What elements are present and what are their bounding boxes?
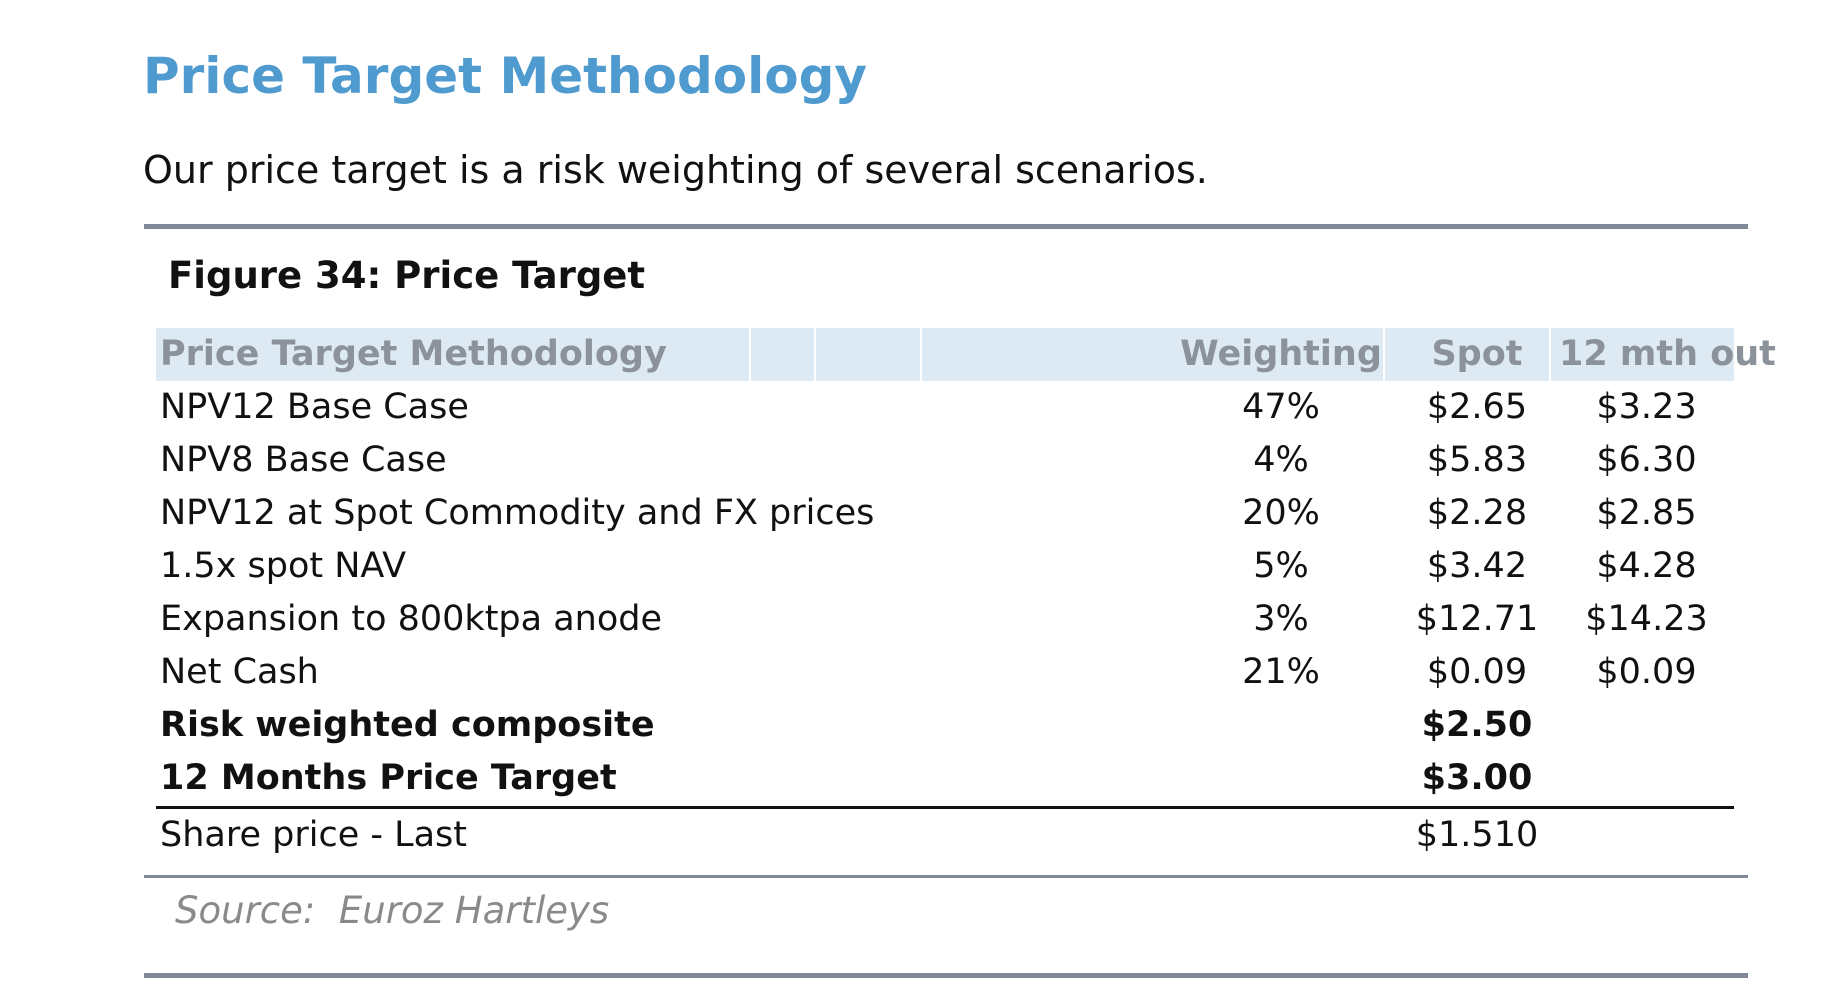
row-12-mth-out: $4.28 [1596, 546, 1697, 586]
row-spot: $12.71 [1415, 599, 1539, 639]
summary-spot: $3.00 [1421, 758, 1533, 798]
summary-row-composite: Risk weighted composite $2.50 [156, 699, 1734, 752]
row-12-mth-out: $0.09 [1596, 652, 1697, 692]
header-12-mth-out: 12 mth out [1559, 334, 1776, 374]
row-spot: $2.28 [1426, 493, 1528, 533]
header-methodology: Price Target Methodology [160, 334, 667, 374]
row-weighting: 20% [1242, 493, 1320, 533]
top-divider [144, 224, 1748, 229]
summary-spot: $2.50 [1421, 705, 1533, 745]
row-12-mth-out: $6.30 [1596, 440, 1697, 480]
header-cell-separator [814, 328, 816, 381]
row-spot: $2.65 [1426, 387, 1528, 427]
intro-text: Our price target is a risk weighting of … [143, 148, 1208, 192]
source-note: Source: Euroz Hartleys [175, 889, 610, 932]
row-12-mth-out: $2.85 [1596, 493, 1697, 533]
row-12-mth-out: $14.23 [1585, 599, 1708, 639]
bottom-divider [144, 973, 1748, 978]
section-title: Price Target Methodology [143, 47, 867, 105]
source-divider [144, 875, 1748, 878]
price-target-table: Price Target Methodology Weighting Spot … [156, 328, 1776, 862]
table-row: NPV12 at Spot Commodity and FX prices 20… [156, 487, 1734, 540]
table-row: 1.5x spot NAV 5% $3.42 $4.28 [156, 540, 1734, 593]
row-12-mth-out: $3.23 [1596, 387, 1697, 427]
table-row: NPV12 Base Case 47% $2.65 $3.23 [156, 381, 1734, 434]
row-weighting: 4% [1253, 440, 1309, 480]
table-row: Net Cash 21% $0.09 $0.09 [156, 646, 1734, 699]
figure-title: Figure 34: Price Target [168, 254, 646, 297]
header-spot: Spot [1431, 334, 1523, 374]
row-weighting: 47% [1242, 387, 1320, 427]
summary-row-price-target: 12 Months Price Target $3.00 [156, 752, 1734, 805]
row-label: Net Cash [160, 652, 319, 692]
row-weighting: 21% [1242, 652, 1320, 692]
row-spot: $3.42 [1426, 546, 1528, 586]
table-row: NPV8 Base Case 4% $5.83 $6.30 [156, 434, 1734, 487]
header-cell-separator [920, 328, 922, 381]
share-price-value: $1.510 [1415, 815, 1539, 855]
header-weighting: Weighting [1180, 334, 1382, 374]
row-label: 1.5x spot NAV [160, 546, 407, 586]
table-row: Expansion to 800ktpa anode 3% $12.71 $14… [156, 593, 1734, 646]
table-header-row: Price Target Methodology Weighting Spot … [156, 328, 1776, 381]
row-spot: $5.83 [1426, 440, 1528, 480]
header-cell-separator [1383, 328, 1385, 381]
share-price-row: Share price - Last $1.510 [156, 806, 1734, 862]
row-spot: $0.09 [1426, 652, 1528, 692]
share-price-label: Share price - Last [160, 815, 468, 855]
header-cell-separator [1549, 328, 1551, 381]
row-weighting: 5% [1253, 546, 1309, 586]
row-label: NPV8 Base Case [160, 440, 447, 480]
row-label: NPV12 Base Case [160, 387, 469, 427]
row-label: NPV12 at Spot Commodity and FX prices [160, 493, 875, 533]
row-label: Expansion to 800ktpa anode [160, 599, 662, 639]
row-weighting: 3% [1253, 599, 1309, 639]
summary-label: 12 Months Price Target [160, 758, 617, 798]
header-cell-separator [749, 328, 751, 381]
summary-label: Risk weighted composite [160, 705, 655, 745]
